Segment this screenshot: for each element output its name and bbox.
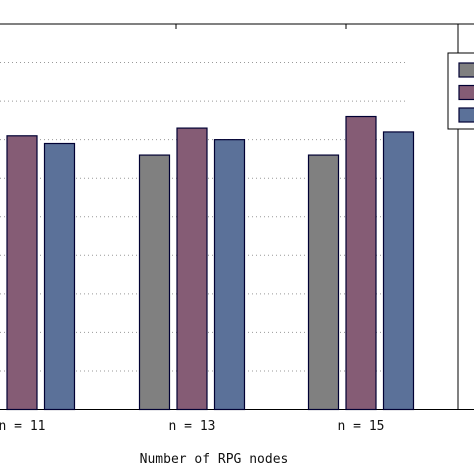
x-tick-labels: n = 11 n = 13 n = 15 [0,419,384,434]
x-axis-title: Number of RPG nodes [140,452,289,467]
bar-series1-2 [307,154,340,411]
bar-series3-2 [382,131,415,411]
bars [6,115,415,411]
bar-series3-0 [43,142,76,411]
bar-series2-1 [176,127,208,411]
bar-series2-0 [6,135,38,411]
x-tick-label: n = 15 [338,419,385,434]
x-tick-label: n = 13 [169,419,216,434]
bar-series2-2 [345,115,377,411]
legend-swatch-3 [458,107,474,123]
legend-swatch-1 [458,62,474,78]
legend [447,52,474,130]
legend-swatch-2 [458,84,474,101]
bar-series1-1 [138,154,171,411]
x-tick-label: n = 11 [0,419,45,434]
bar-series3-1 [213,139,246,411]
